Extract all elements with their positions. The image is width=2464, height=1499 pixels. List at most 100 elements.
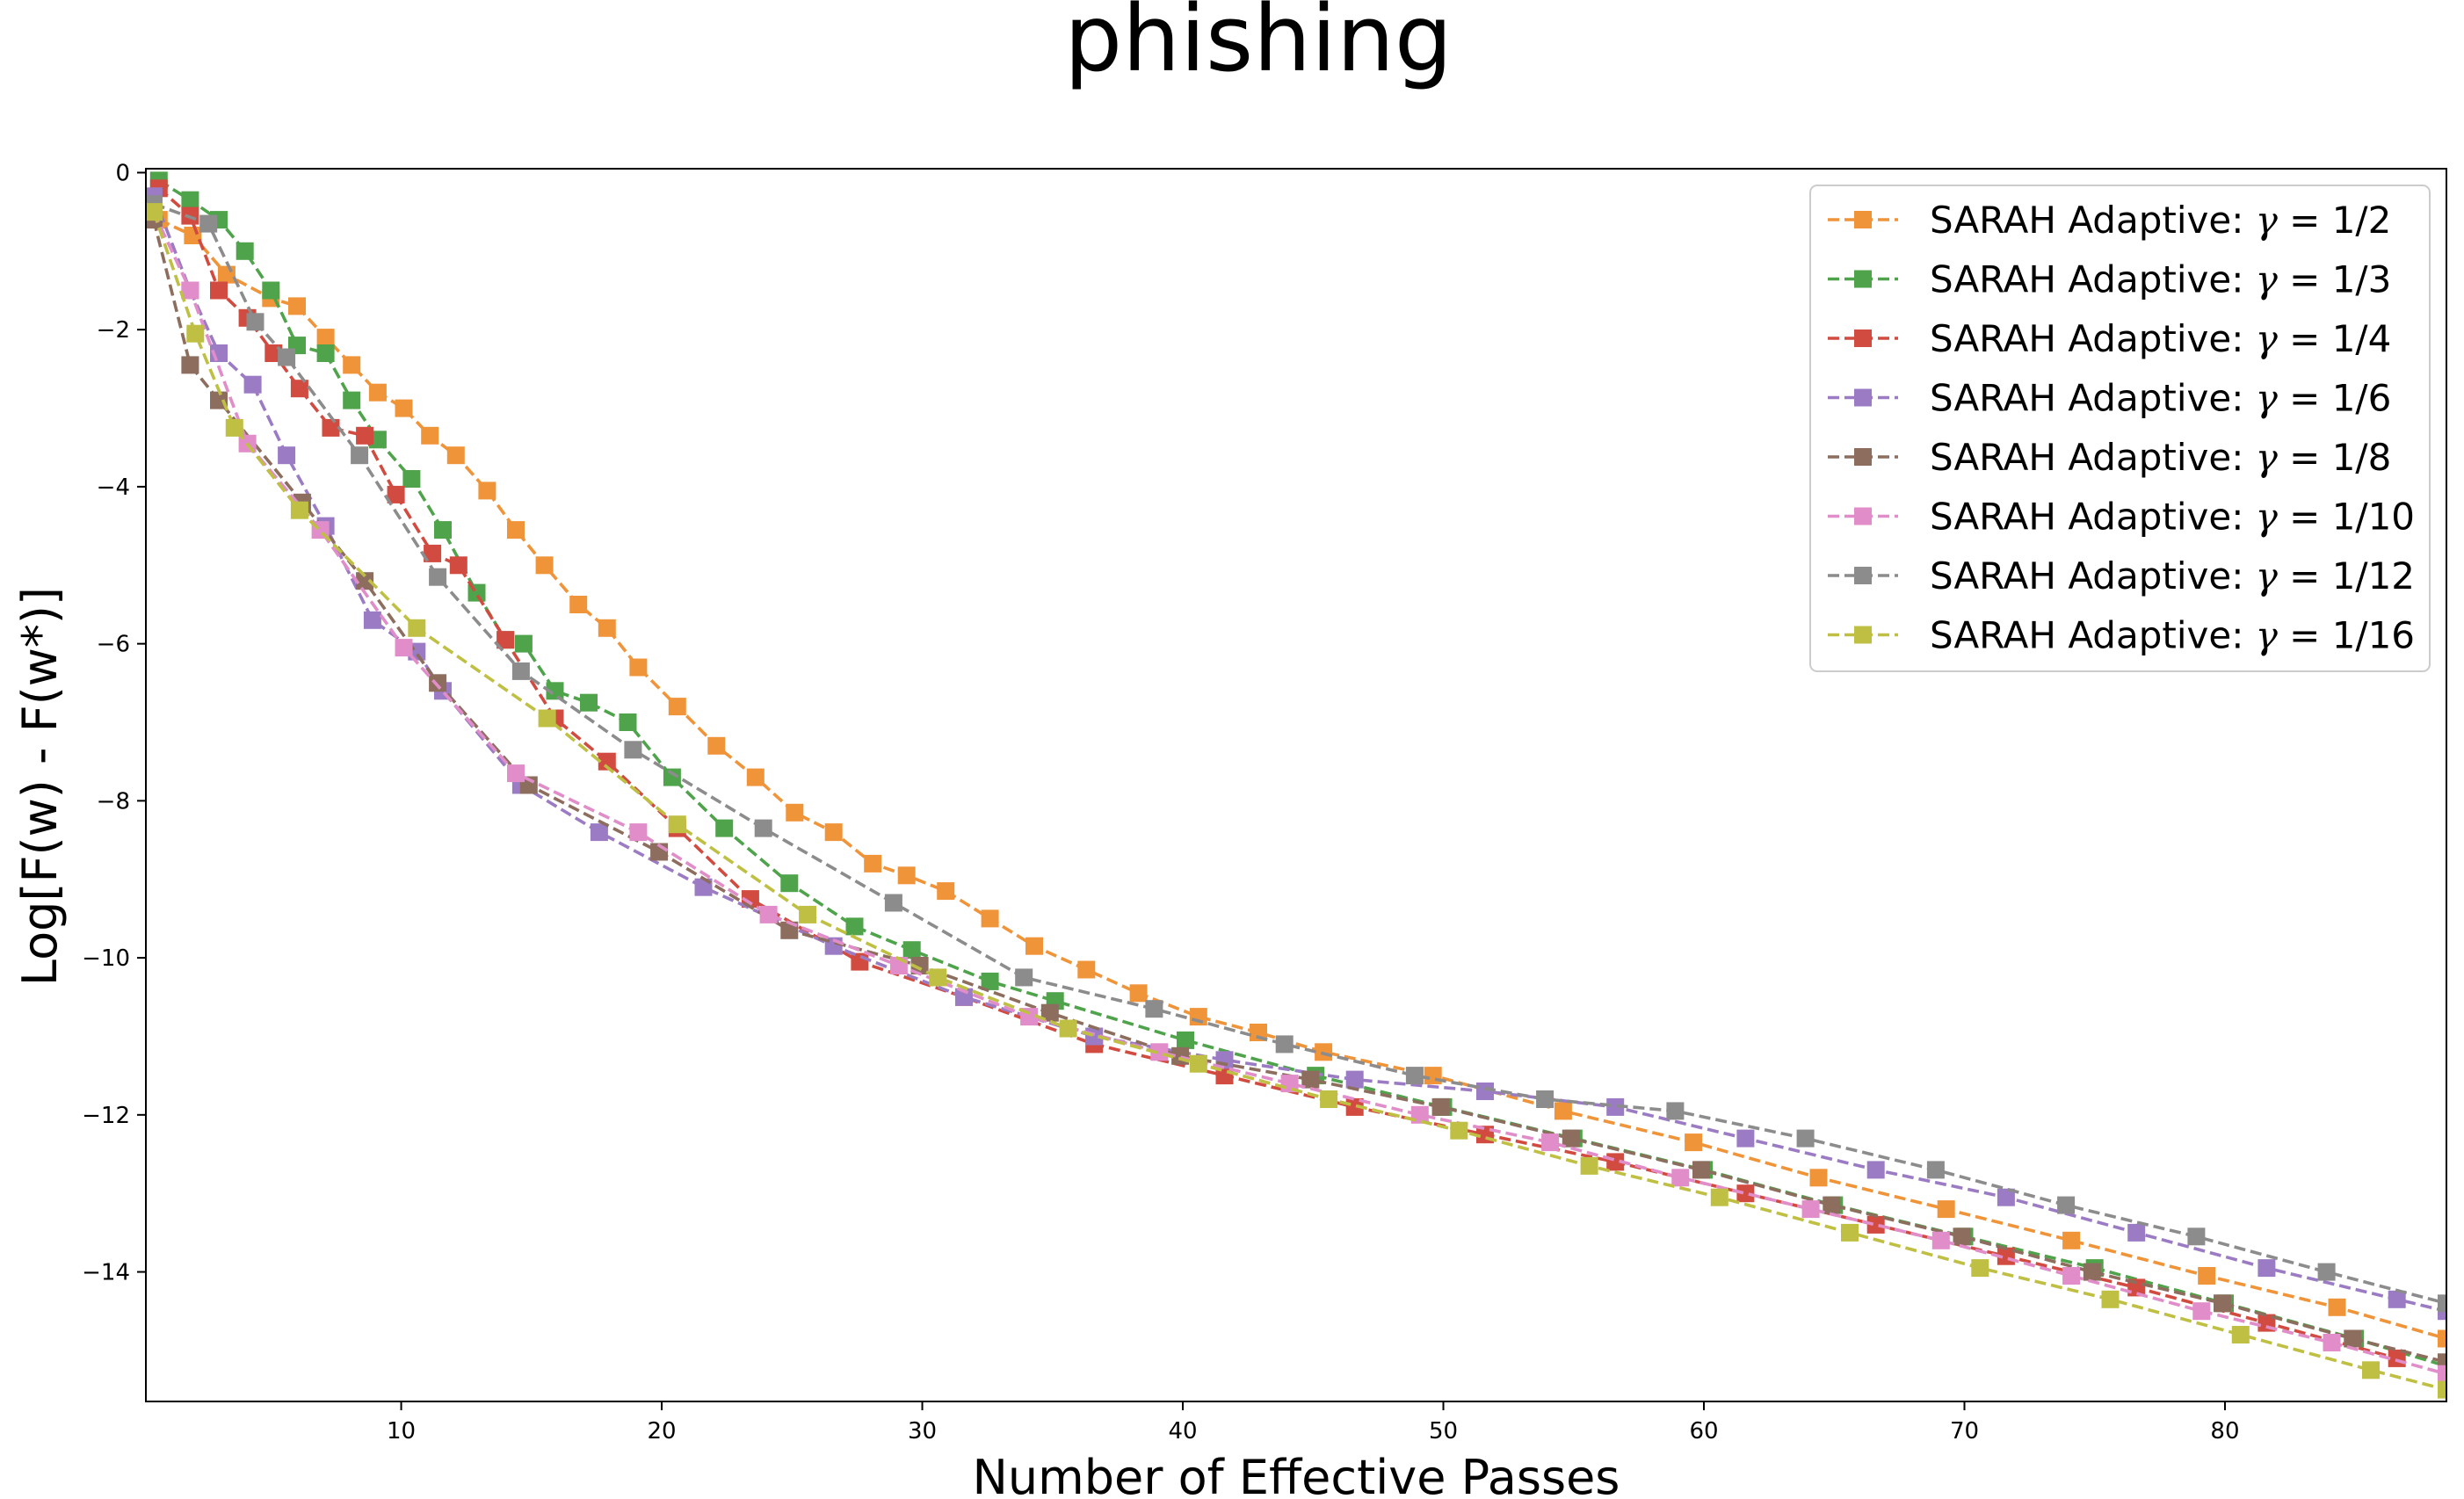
legend-label: SARAH Adaptive: γ = 1/6	[1930, 377, 2391, 420]
data-point	[2062, 1231, 2081, 1249]
y-tick-label: −10	[82, 945, 130, 972]
legend-box	[1809, 185, 2431, 672]
data-point	[356, 572, 374, 590]
data-point	[288, 297, 306, 315]
y-axis-label: Log[F(w) - F(w*)]	[12, 587, 68, 986]
legend-marker	[1854, 507, 1872, 525]
data-point	[786, 803, 804, 822]
data-point	[668, 815, 686, 834]
data-point	[2127, 1278, 2146, 1297]
data-point	[514, 634, 533, 653]
data-point	[1536, 1090, 1554, 1108]
data-point	[1866, 1161, 1885, 1179]
x-tick-label: 80	[2210, 1418, 2239, 1445]
legend-item: SARAH Adaptive: γ = 1/8	[1828, 436, 2391, 479]
data-point	[429, 674, 447, 692]
data-point	[1931, 1231, 1950, 1249]
data-point	[395, 639, 413, 657]
data-point	[624, 741, 642, 759]
y-tick-label: −4	[97, 474, 130, 501]
data-point	[746, 768, 765, 786]
x-axis-ticks: 10 20 30 40 50 60 70 80	[387, 1401, 2240, 1445]
data-point	[217, 265, 236, 284]
data-point	[343, 391, 361, 409]
data-point	[2192, 1302, 2211, 1321]
data-point	[2438, 1353, 2446, 1372]
data-point	[824, 823, 843, 842]
data-point	[1405, 1067, 1424, 1085]
data-point	[225, 418, 243, 437]
legend-label: SARAH Adaptive: γ = 1/8	[1930, 436, 2391, 479]
data-point	[402, 470, 421, 488]
data-point	[1606, 1097, 1625, 1116]
data-point	[316, 329, 335, 347]
y-tick-label: −14	[82, 1260, 130, 1286]
x-tick-label: 10	[387, 1418, 416, 1445]
data-point	[981, 972, 999, 990]
data-point	[799, 905, 817, 923]
data-point	[2057, 1196, 2076, 1214]
data-point	[1177, 1031, 1194, 1049]
data-point	[845, 917, 864, 936]
data-point	[754, 819, 772, 837]
data-point	[262, 281, 280, 300]
data-point	[186, 324, 205, 343]
series-line	[152, 219, 2446, 1365]
data-point	[780, 874, 799, 893]
series-layer	[146, 171, 2446, 1399]
legend-item: SARAH Adaptive: γ = 1/16	[1828, 614, 2415, 657]
data-point	[981, 909, 999, 928]
data-point	[629, 658, 648, 677]
legend-item: SARAH Adaptive: γ = 1/3	[1828, 258, 2391, 301]
data-point	[290, 380, 308, 398]
data-point	[2062, 1267, 2081, 1285]
data-point	[408, 619, 426, 637]
legend-item: SARAH Adaptive: γ = 1/12	[1828, 554, 2415, 597]
data-point	[707, 736, 726, 755]
legend-marker	[1854, 626, 1872, 644]
data-point	[1823, 1196, 1841, 1214]
data-point	[598, 752, 616, 771]
data-point	[1736, 1129, 1755, 1148]
data-point	[421, 426, 439, 445]
data-point	[1554, 1102, 1572, 1120]
x-tick-label: 50	[1429, 1418, 1458, 1445]
data-point	[1997, 1188, 2015, 1206]
legend-item: SARAH Adaptive: γ = 1/10	[1828, 496, 2415, 539]
data-point	[1129, 984, 1148, 1003]
data-point	[897, 866, 916, 885]
data-point	[937, 882, 955, 901]
data-point	[1671, 1169, 1690, 1187]
legend: SARAH Adaptive: γ = 1/2 SARAH Adaptive: γ…	[1809, 185, 2431, 672]
data-point	[1937, 1200, 1955, 1219]
data-point	[322, 418, 340, 437]
data-point	[851, 952, 869, 971]
data-point	[590, 823, 608, 842]
data-point	[511, 662, 530, 680]
data-point	[181, 191, 199, 209]
data-point	[278, 348, 296, 366]
data-point	[1015, 968, 1033, 987]
data-point	[2187, 1227, 2206, 1246]
x-axis-label: Number of Effective Passes	[973, 1450, 1620, 1499]
y-tick-label: −12	[82, 1103, 130, 1129]
data-point	[356, 426, 374, 445]
data-point	[668, 698, 686, 716]
data-point	[210, 281, 228, 300]
data-point	[387, 485, 405, 503]
data-point	[629, 823, 648, 842]
data-point	[1025, 937, 1043, 955]
data-point	[1796, 1129, 1815, 1148]
data-point	[2198, 1267, 2216, 1285]
data-point	[1736, 1184, 1755, 1203]
data-point	[246, 313, 265, 331]
data-point	[1562, 1129, 1580, 1148]
data-point	[1431, 1097, 1450, 1116]
y-tick-label: −2	[97, 317, 130, 344]
data-point	[429, 568, 447, 586]
data-point	[580, 693, 598, 712]
data-point	[1345, 1097, 1364, 1116]
data-point	[1692, 1161, 1710, 1179]
data-point	[2257, 1259, 2276, 1278]
data-point	[1077, 960, 1096, 979]
